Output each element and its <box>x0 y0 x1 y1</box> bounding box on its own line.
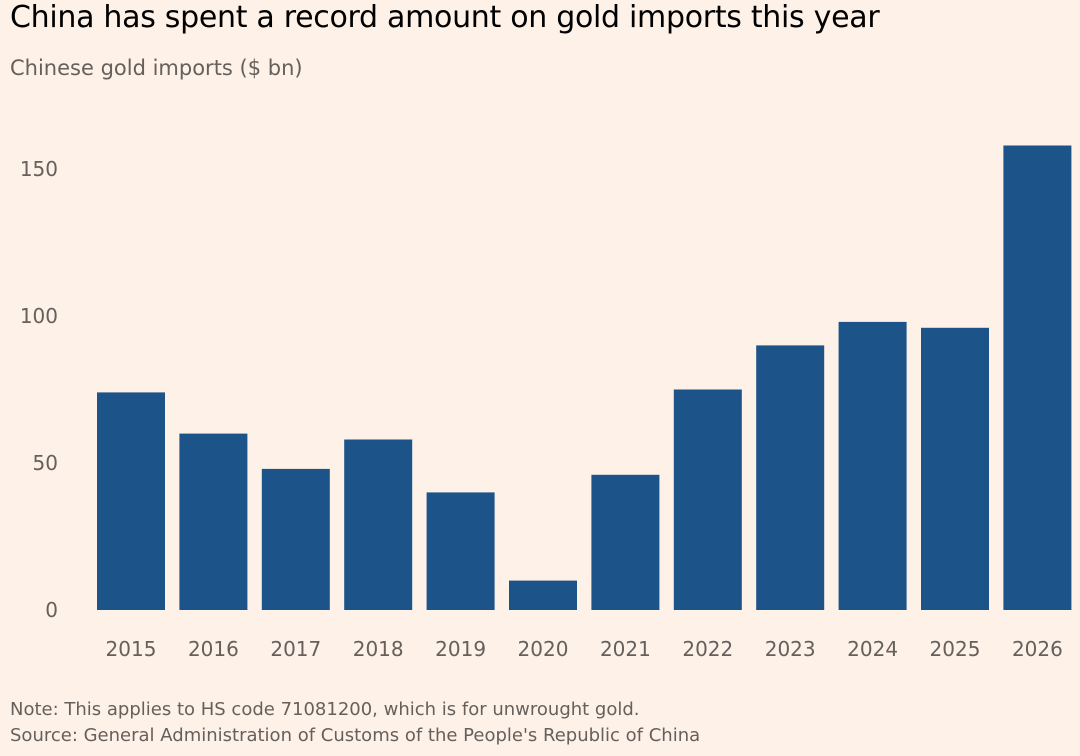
x-axis-ticks: 2015 2016 2017 2018 2019 2020 2021 2022 2023 2024… <box>106 637 1063 661</box>
bar-2022 <box>673 389 742 610</box>
x-tick-label: 2025 <box>930 637 981 661</box>
bar-2015 <box>97 392 165 610</box>
x-tick-label: 2020 <box>518 637 569 661</box>
x-tick-label: 2021 <box>600 637 651 661</box>
y-tick-label: 100 <box>20 304 58 328</box>
x-tick-label: 2016 <box>188 637 239 661</box>
chart-source: Source: General Administration of Custom… <box>10 725 701 746</box>
chart-note: Note: This applies to HS code 71081200, … <box>10 699 640 720</box>
bar-2024 <box>838 321 907 610</box>
x-tick-label: 2015 <box>106 637 157 661</box>
y-tick-label: 150 <box>20 157 58 181</box>
bar-2021 <box>591 474 660 610</box>
bar-2016 <box>179 433 248 610</box>
bar-2018 <box>344 439 413 610</box>
x-tick-label: 2017 <box>270 637 321 661</box>
y-axis-ticks: 0 50 100 150 <box>20 157 58 622</box>
y-tick-label: 0 <box>45 598 58 622</box>
bar-2023 <box>756 345 825 610</box>
x-tick-label: 2026 <box>1012 637 1063 661</box>
y-tick-label: 50 <box>33 451 58 475</box>
chart-subtitle: Chinese gold imports ($ bn) <box>10 56 303 80</box>
bars <box>97 145 1072 610</box>
x-tick-label: 2024 <box>847 637 898 661</box>
bar-2017 <box>261 468 330 610</box>
bar-2020 <box>509 580 577 610</box>
x-tick-label: 2023 <box>765 637 816 661</box>
x-tick-label: 2022 <box>682 637 733 661</box>
bar-2019 <box>426 492 495 610</box>
bar-2025 <box>921 327 989 610</box>
bar-2026 <box>1003 145 1072 610</box>
x-tick-label: 2018 <box>353 637 404 661</box>
x-tick-label: 2019 <box>435 637 486 661</box>
chart-title: China has spent a record amount on gold … <box>10 0 880 35</box>
